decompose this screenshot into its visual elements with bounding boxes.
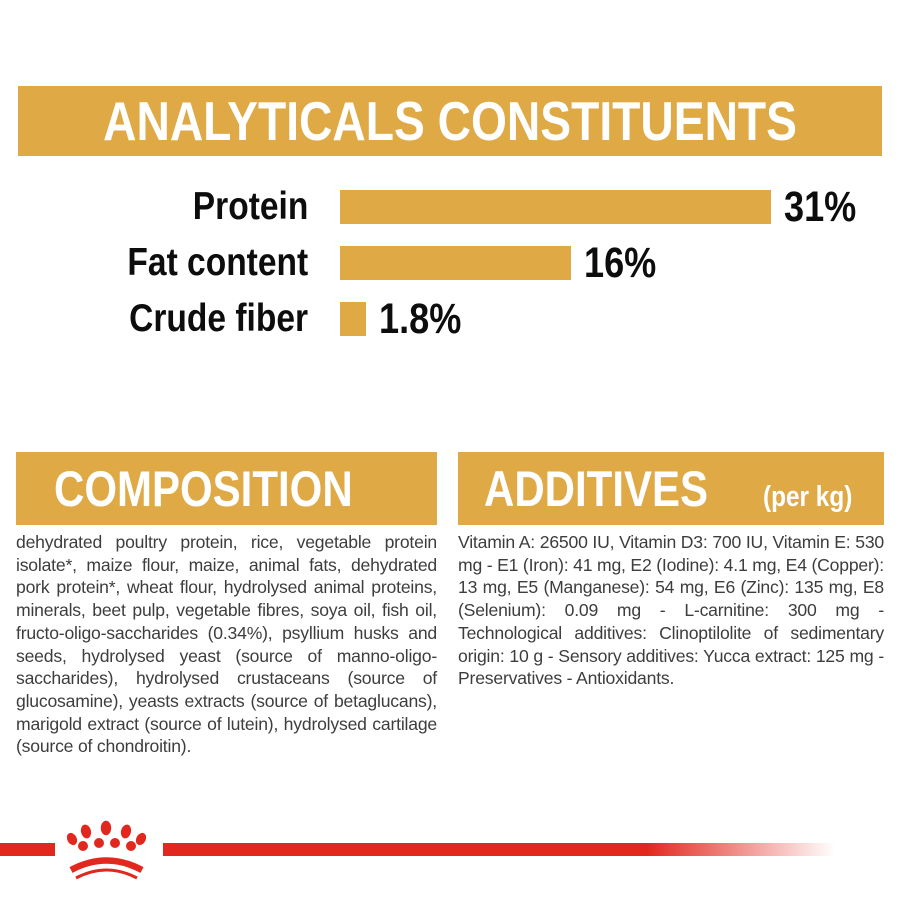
fat-content-value: 16% — [584, 239, 657, 287]
brand-stripe-left — [0, 843, 55, 856]
additives-subtitle: (per kg) — [762, 480, 853, 513]
chart-row-protein: Protein 31% — [20, 183, 890, 231]
chart-row-crude-fiber: Crude fiber 1.8% — [20, 295, 890, 343]
composition-body: dehydrated poultry protein, rice, vegeta… — [16, 532, 437, 757]
analytical-constituents-title: ANALYTICALS CONSTITUENTS — [103, 90, 797, 152]
additives-body: Vitamin A: 26500 IU, Vitamin D3: 700 IU,… — [458, 532, 884, 689]
additives-title: ADDITIVES — [484, 460, 709, 517]
protein-bar — [340, 190, 771, 224]
composition-title: COMPOSITION — [54, 460, 353, 517]
crude-fiber-label: Crude fiber — [129, 297, 308, 340]
protein-value: 31% — [783, 183, 857, 231]
fat-content-label: Fat content — [127, 241, 308, 284]
crude-fiber-bar — [340, 302, 366, 336]
brand-stripe-right — [163, 843, 835, 856]
fat-content-bar — [340, 246, 571, 280]
analytical-constituents-chart: Protein 31% Fat content 16% Crude fiber … — [20, 183, 890, 358]
royal-canin-crown-icon — [66, 820, 147, 880]
crude-fiber-value: 1.8% — [379, 295, 462, 343]
chart-row-fat-content: Fat content 16% — [20, 239, 890, 287]
protein-label: Protein — [192, 185, 308, 228]
analytical-constituents-header: ANALYTICALS CONSTITUENTS — [18, 86, 882, 156]
additives-header: ADDITIVES (per kg) — [458, 452, 884, 525]
composition-header: COMPOSITION — [16, 452, 437, 525]
